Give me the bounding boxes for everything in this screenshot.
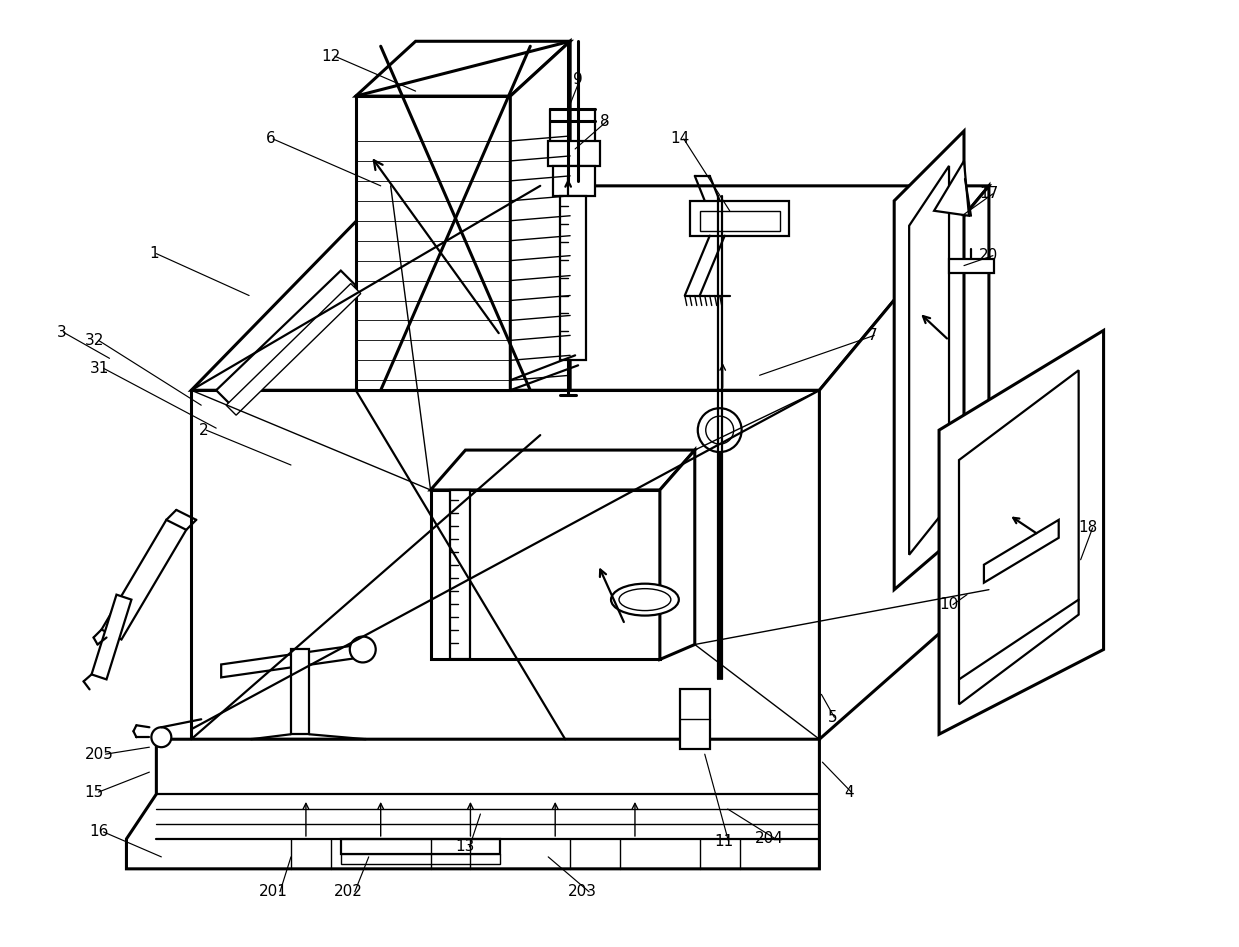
Circle shape	[151, 727, 171, 747]
Polygon shape	[909, 166, 949, 555]
Text: 10: 10	[939, 598, 958, 612]
Ellipse shape	[620, 589, 670, 611]
Text: 5: 5	[828, 710, 838, 724]
Polygon shape	[341, 839, 501, 854]
Polygon shape	[895, 131, 964, 590]
Polygon shape	[191, 390, 819, 740]
Text: 11: 11	[715, 834, 733, 849]
Polygon shape	[341, 854, 501, 864]
Circle shape	[698, 408, 742, 452]
Text: 9: 9	[574, 72, 582, 87]
Circle shape	[706, 416, 733, 444]
Text: 202: 202	[333, 884, 363, 900]
Text: 7: 7	[867, 328, 877, 343]
Text: 14: 14	[670, 132, 689, 147]
Text: 16: 16	[89, 825, 109, 839]
Polygon shape	[356, 96, 510, 390]
Text: 8: 8	[600, 114, 610, 129]
Text: 32: 32	[84, 333, 104, 348]
Polygon shape	[126, 740, 819, 868]
Polygon shape	[660, 450, 695, 659]
Polygon shape	[690, 201, 789, 236]
Text: 31: 31	[89, 361, 109, 376]
Polygon shape	[356, 42, 570, 96]
Text: 6: 6	[266, 132, 276, 147]
Polygon shape	[680, 689, 710, 749]
Circle shape	[349, 636, 375, 663]
Text: 15: 15	[84, 784, 104, 799]
Text: 13: 13	[456, 839, 475, 854]
Polygon shape	[700, 211, 779, 231]
Polygon shape	[819, 186, 989, 740]
Text: 4: 4	[844, 784, 854, 799]
Text: 17: 17	[979, 187, 999, 202]
Polygon shape	[227, 283, 361, 415]
Text: 201: 201	[259, 884, 287, 900]
Polygon shape	[92, 595, 131, 679]
Polygon shape	[102, 520, 186, 639]
Ellipse shape	[611, 583, 679, 616]
Text: 18: 18	[1079, 520, 1098, 535]
Polygon shape	[291, 650, 309, 734]
Polygon shape	[510, 42, 570, 390]
Text: 204: 204	[755, 831, 783, 847]
Polygon shape	[451, 490, 471, 659]
Text: 20: 20	[979, 248, 999, 263]
Polygon shape	[431, 450, 695, 490]
Polygon shape	[959, 370, 1079, 705]
Text: 3: 3	[57, 325, 67, 340]
Polygon shape	[560, 196, 586, 360]
Polygon shape	[548, 141, 600, 166]
Text: 2: 2	[199, 422, 209, 438]
Text: 1: 1	[150, 246, 159, 261]
Polygon shape	[216, 271, 356, 405]
Polygon shape	[222, 645, 361, 677]
Polygon shape	[934, 161, 969, 216]
Polygon shape	[984, 520, 1058, 582]
Text: 205: 205	[84, 746, 114, 761]
Polygon shape	[431, 490, 660, 659]
Polygon shape	[191, 186, 989, 390]
Text: 12: 12	[321, 48, 341, 63]
Polygon shape	[553, 166, 595, 196]
Text: 203: 203	[569, 884, 597, 900]
Polygon shape	[949, 259, 994, 273]
Polygon shape	[939, 331, 1104, 734]
